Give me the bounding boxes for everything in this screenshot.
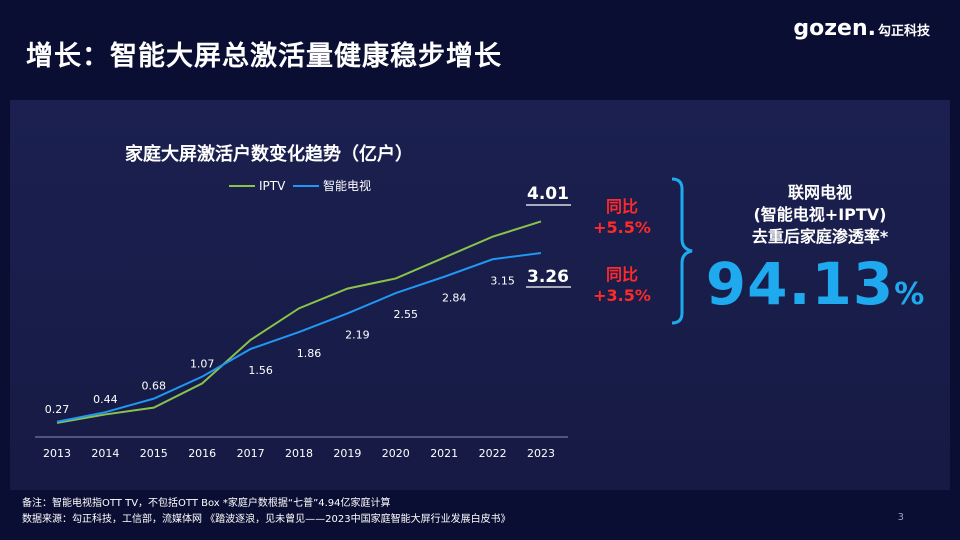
- series-line-smart-tv: [56, 252, 542, 423]
- yoy-value: +5.5%: [593, 218, 651, 237]
- data-label: 0.44: [93, 393, 118, 406]
- x-tick-label: 2015: [140, 447, 168, 460]
- data-label: 3.15: [490, 274, 515, 287]
- data-label: 2.55: [394, 308, 419, 321]
- logo-company-name: 勾正科技: [877, 24, 930, 39]
- data-label: 2.19: [345, 328, 370, 341]
- penetration-unit: %: [894, 277, 925, 312]
- footnote-note: 备注：智能电视指OTT TV，不包括OTT Box *家庭户数根据“七普”4.9…: [22, 498, 391, 509]
- x-tick-label: 2020: [382, 447, 410, 460]
- x-tick-label: 2021: [430, 447, 458, 460]
- x-tick-label: 2013: [43, 447, 71, 460]
- footnote-source: 数据来源：勾正科技，工信部，流媒体网 《踏波逐浪，见未曾见——2023中国家庭智…: [22, 514, 511, 525]
- x-tick-label: 2019: [333, 447, 361, 460]
- penetration-caption: 联网电视 (智能电视+IPTV) 去重后家庭渗透率*: [710, 182, 930, 248]
- penetration-value: 94.13: [705, 250, 895, 318]
- data-label: 1.56: [248, 364, 273, 377]
- yoy-value: +3.5%: [593, 286, 651, 305]
- penetration-line1: 联网电视: [787, 183, 852, 202]
- legend-label: IPTV: [259, 179, 286, 193]
- penetration-line3: 去重后家庭渗透率*: [751, 227, 889, 246]
- legend-label: 智能电视: [323, 178, 371, 193]
- series-line-iptv: [56, 220, 542, 424]
- data-label: 0.27: [45, 403, 70, 416]
- data-label: 2.84: [442, 292, 467, 305]
- end-label-smart-tv: 3.26: [527, 267, 569, 287]
- x-tick-label: 2014: [91, 447, 119, 460]
- data-label: 1.86: [297, 347, 322, 360]
- slide-title: 增长：智能大屏总激活量健康稳步增长: [26, 41, 502, 72]
- penetration-line2: (智能电视+IPTV): [753, 205, 887, 224]
- yoy-label: 同比: [605, 197, 638, 216]
- yoy-smart-tv: 同比 +3.5%: [588, 264, 656, 306]
- x-tick-label: 2022: [479, 447, 507, 460]
- x-tick-label: 2017: [237, 447, 265, 460]
- curly-brace-icon: [671, 177, 693, 325]
- chart-title: 家庭大屏激活户数变化趋势（亿户）: [125, 144, 413, 165]
- footnote: 备注：智能电视指OTT TV，不包括OTT Box *家庭户数根据“七普”4.9…: [22, 496, 511, 528]
- x-tick-label: 2016: [188, 447, 216, 460]
- gozen-logo: gozen. 勾正科技: [793, 16, 930, 41]
- x-tick-label: 2018: [285, 447, 313, 460]
- x-tick-label: 2023: [527, 447, 555, 460]
- data-label: 1.07: [190, 358, 215, 371]
- end-label-iptv: 4.01: [527, 184, 569, 204]
- yoy-label: 同比: [605, 265, 638, 284]
- page-number: 3: [897, 512, 904, 523]
- data-label: 0.68: [142, 380, 167, 393]
- yoy-iptv: 同比 +5.5%: [588, 196, 656, 238]
- logo-mark: gozen.: [793, 16, 876, 41]
- content-panel: [10, 100, 950, 490]
- penetration-rate: 94.13%: [700, 250, 930, 318]
